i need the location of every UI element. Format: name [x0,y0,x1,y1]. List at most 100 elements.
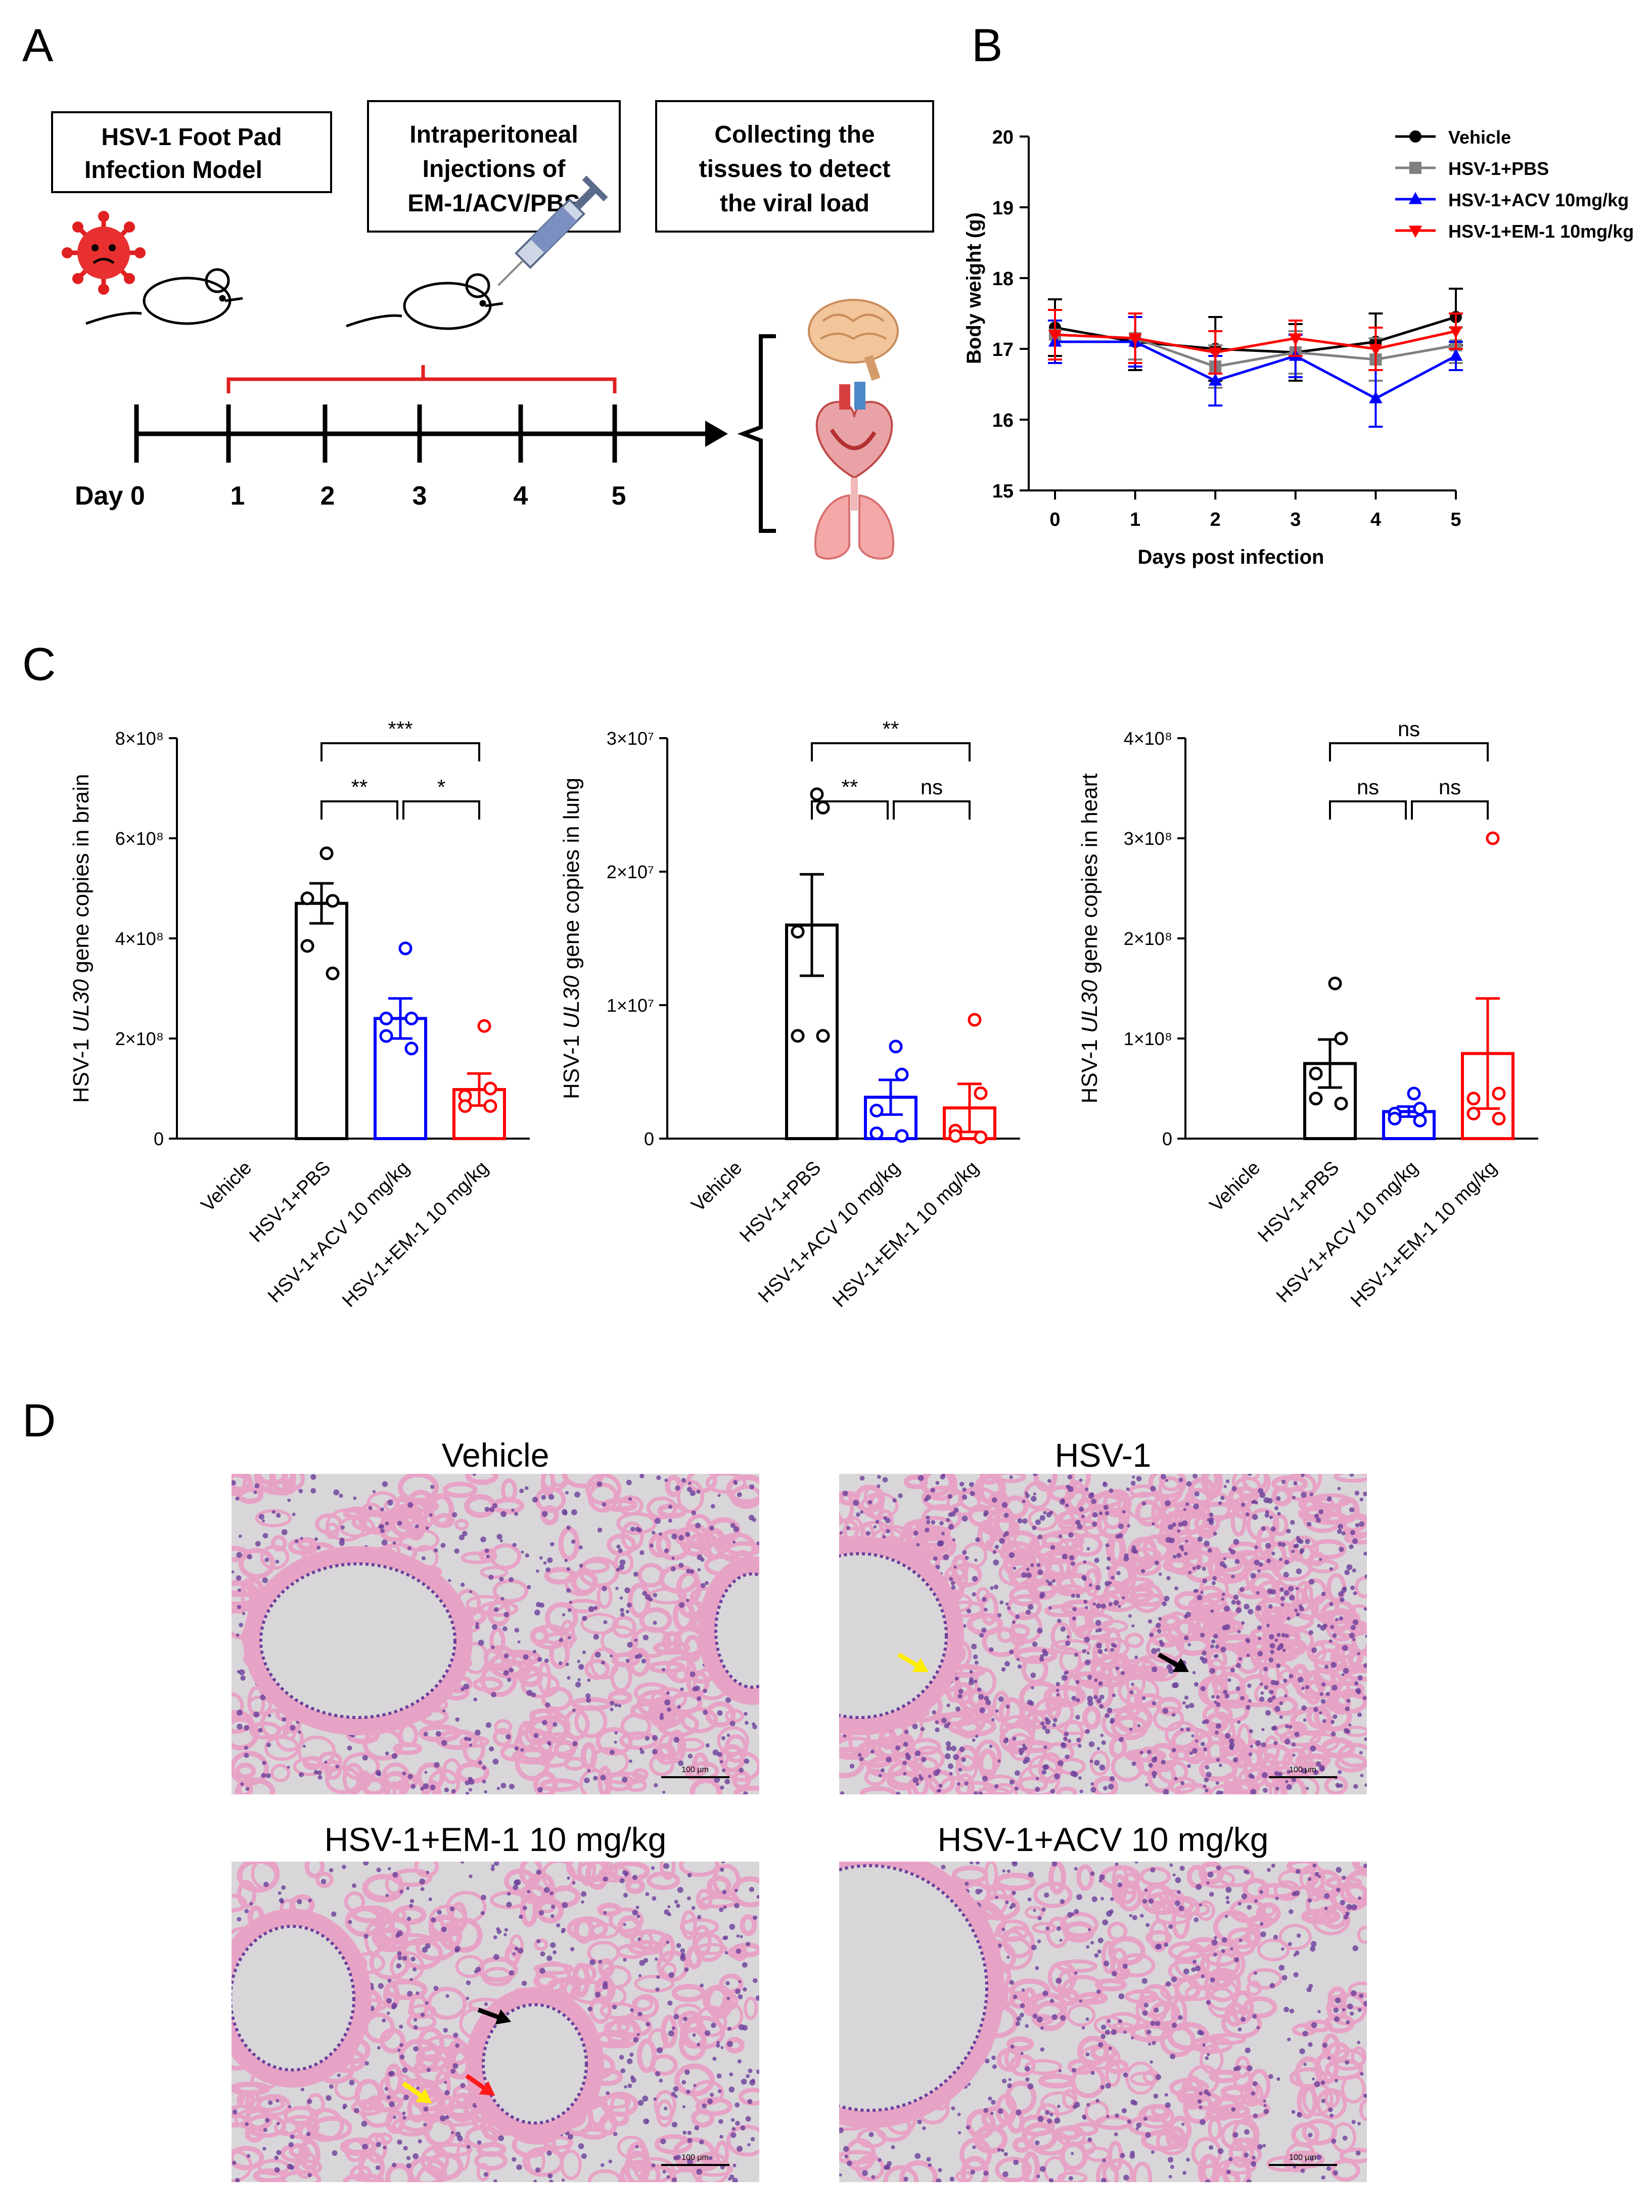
category-label: HSV-1+ACV 10 mg/kg [264,1157,414,1307]
data-point [948,1129,962,1143]
scale-bar: 100 μm [661,2153,729,2166]
collect-box [655,100,934,233]
y-tick-label: 15 [992,481,1014,502]
timeline-day-3: 3 [412,481,427,511]
data-point [1408,192,1422,204]
model-box-line1: HSV-1 Foot Pad [101,124,282,151]
series-1 [1048,309,1463,389]
tissue-texture [839,1474,1367,1794]
data-point [404,1011,419,1025]
data-point [1334,1031,1348,1046]
bar-group: HSV-1+PBS [736,787,839,1246]
bar-axes: 0 1×10⁷ 2×10⁷ 3×10⁷ [607,728,1020,1149]
panel-letter-d: D [22,1395,56,1447]
data-point [810,787,824,801]
y-tick-label: 0 [154,1128,164,1149]
histology-image-acv: 100 μm [839,1862,1367,2182]
y-tick-label: 19 [992,198,1014,219]
histology-image-em1: 100 μm [232,1862,759,2182]
significance-bracket [811,800,889,820]
data-point [300,891,314,906]
data-point [895,1129,909,1143]
annotation-arrow [477,2007,512,2025]
data-point [895,1067,909,1081]
scale-bar: 100 μm [661,1766,729,1778]
data-point [483,1099,497,1113]
bar-group: HSV-1+EM-1 10 mg/kg [338,1019,506,1312]
panel-b-axes: 15 16 17 18 19 20 0 1 2 3 4 5 [992,127,1461,530]
category-label: HSV-1+EM-1 10 mg/kg [829,1157,983,1312]
airway [232,1909,372,2088]
series-line [1054,315,1456,354]
data-point [1409,130,1421,143]
y-tick-label: 8×10⁸ [115,728,164,749]
syringe-icon [497,175,608,286]
data-point [1492,1111,1506,1125]
annotation-arrow [1158,1652,1189,1672]
collect-box-line2: tissues to detect [699,156,891,183]
data-point [974,1130,988,1144]
data-point [869,1126,884,1140]
significance-bracket [1329,800,1407,820]
x-tick-label: 3 [1290,509,1301,530]
legend-entry: HSV-1+EM-1 10mg/kg [1395,221,1634,242]
legend-label: HSV-1+EM-1 10mg/kg [1448,221,1634,242]
panel-b-series [1048,288,1463,428]
significance-label: ** [883,717,899,741]
data-point [1492,1087,1506,1101]
data-point [1486,831,1500,845]
panel-letter-b: B [972,20,1003,71]
data-point [326,966,340,980]
category-label: Vehicle [687,1157,746,1216]
y-tick-label: 2×10⁸ [115,1028,164,1049]
panel-b-x-axis-label: Days post infection [1138,546,1324,568]
legend-label: HSV-1+ACV 10mg/kg [1448,190,1629,210]
series-line [1054,330,1456,354]
data-point [1409,162,1421,174]
y-axis-label: HSV-1 UL30 gene copies in brain [69,774,94,1103]
data-point [1309,1066,1323,1080]
legend-label: HSV-1+PBS [1448,158,1549,179]
data-point [1289,333,1302,346]
panel-c-heart-chart: 0 1×10⁸ 2×10⁸ 3×10⁸ 4×10⁸ HSV-1 UL30 gene cop… [1077,717,1538,1312]
panel-c-brain-chart: 0 2×10⁸ 4×10⁸ 6×10⁸ 8×10⁸ HSV-1 UL30 gene cop… [69,717,530,1312]
mouse-icon [85,268,243,325]
annotation-arrow [465,2073,495,2096]
panel-a-schematic: HSV-1 Foot Pad Infection Model Intraperi… [51,100,934,560]
mouse-icon-injection [346,273,503,330]
bar-group: HSV-1+ACV 10 mg/kg [754,1040,917,1307]
y-axis-label: HSV-1 UL30 gene copies in heart [1077,773,1102,1103]
data-point [1388,1111,1402,1125]
data-point [1466,1107,1481,1120]
data-point [1413,1102,1427,1116]
panel-b-legend: Vehicle HSV-1+PBS HSV-1+ACV 10mg/kg HSV-1+E… [1395,127,1634,242]
data-point [816,1029,830,1043]
airway [243,1546,473,1735]
bar-group: HSV-1+PBS [246,846,348,1246]
y-tick-label: 1×10⁸ [1124,1028,1172,1049]
significance-label: ns [1398,717,1420,741]
data-point [1309,1092,1323,1106]
data-point [1369,391,1383,403]
data-point [477,1019,491,1033]
collect-box-line1: Collecting the [714,121,875,148]
data-point [1334,1097,1348,1111]
bar-group: Vehicle [687,1157,746,1216]
y-tick-label: 3×10⁸ [1124,828,1172,849]
data-point [483,1081,497,1096]
scale-bar-label: 100 μm [1289,2153,1316,2162]
data-point [1209,347,1222,360]
data-point [791,1029,805,1043]
category-label: HSV-1+ACV 10 mg/kg [754,1157,904,1307]
significance-bracket [402,800,480,820]
virus-icon [62,211,146,295]
significance-bracket [1329,742,1489,761]
data-point [1408,225,1422,238]
y-tick-label: 17 [992,339,1014,360]
scale-bar: 100 μm [1269,1766,1337,1778]
x-tick-label: 4 [1370,509,1381,530]
x-tick-label: 1 [1130,509,1140,530]
significance-label: ns [921,775,943,799]
significance-label: ** [351,775,368,799]
airway [466,1987,604,2141]
